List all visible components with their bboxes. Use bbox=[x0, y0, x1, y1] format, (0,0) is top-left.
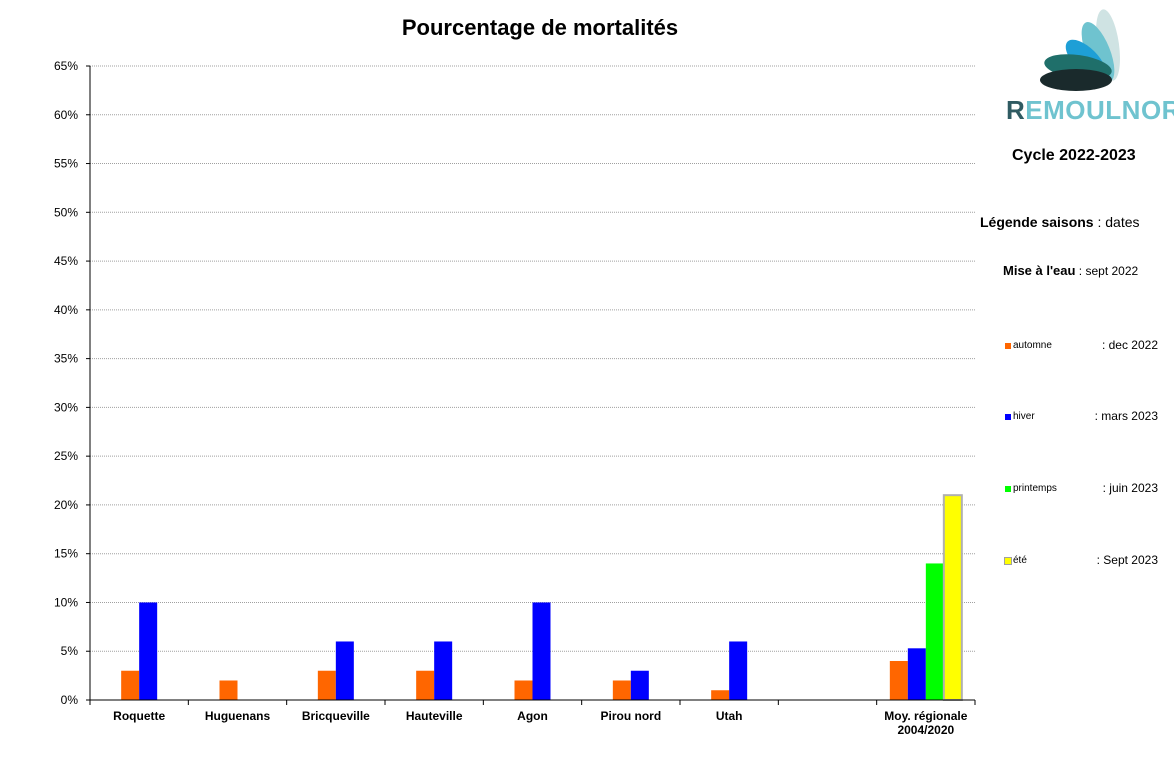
y-tick-label: 60% bbox=[54, 108, 78, 122]
bar-automne bbox=[711, 690, 730, 700]
legend-dates-header: dates bbox=[1105, 214, 1140, 230]
y-tick-labels: 0% 5% 10% 15% 20% 25% 30% 35% 40% 45% 50% 55% 60% 65% bbox=[54, 59, 90, 707]
legend-label: printemps bbox=[1013, 483, 1057, 494]
legend-date: : mars 2023 bbox=[1094, 409, 1158, 423]
bar-automne bbox=[889, 660, 908, 700]
bar-hiver bbox=[630, 670, 649, 700]
brand-name: REMOULNOR bbox=[1006, 95, 1174, 126]
y-tick-label: 45% bbox=[54, 254, 78, 268]
y-tick-label: 50% bbox=[54, 205, 78, 219]
chart-title: Pourcentage de mortalités bbox=[402, 15, 678, 40]
bar-hiver bbox=[907, 648, 926, 700]
bar-automne bbox=[219, 680, 238, 700]
bar-automne bbox=[514, 680, 533, 700]
legend-mise-a-leau: Mise à l'eau : sept 2022 bbox=[1003, 263, 1138, 278]
x-tick-label: Bricqueville bbox=[302, 709, 370, 723]
y-tick-label: 40% bbox=[54, 303, 78, 317]
bar-hiver bbox=[139, 602, 158, 700]
bar-hiver bbox=[532, 602, 551, 700]
y-tick-label: 55% bbox=[54, 157, 78, 171]
x-tick-label: 2004/2020 bbox=[897, 723, 954, 737]
mise-label: Mise à l'eau bbox=[1003, 263, 1076, 278]
y-tick-label: 25% bbox=[54, 449, 78, 463]
y-tick-label: 30% bbox=[54, 400, 78, 414]
bar-printemps bbox=[925, 563, 944, 700]
y-tick-label: 15% bbox=[54, 547, 78, 561]
legend-date: : juin 2023 bbox=[1102, 481, 1158, 495]
y-tick-label: 20% bbox=[54, 498, 78, 512]
legend-title-text: Légende saisons bbox=[980, 214, 1094, 230]
bar-hiver bbox=[434, 641, 453, 700]
legend-title: Légende saisons : dates bbox=[980, 214, 1140, 230]
x-tick-label: Moy. régionale bbox=[884, 709, 967, 723]
y-tick-label: 35% bbox=[54, 352, 78, 366]
bars-group bbox=[121, 494, 963, 701]
legend-title-colon: : bbox=[1093, 214, 1106, 230]
legend-swatch bbox=[1005, 413, 1011, 420]
x-tick-labels: Roquette Huguenans Bricqueville Hauteville A… bbox=[113, 709, 968, 737]
brand-initial: R bbox=[1006, 95, 1026, 125]
mise-date: : sept 2022 bbox=[1075, 264, 1139, 278]
legend-label: automne bbox=[1013, 340, 1052, 351]
bar-automne bbox=[612, 680, 631, 700]
y-tick-label: 0% bbox=[61, 693, 79, 707]
legend-item-été: été bbox=[1004, 555, 1027, 566]
grid-lines bbox=[90, 65, 975, 652]
bar-automne bbox=[416, 670, 435, 700]
legend-label: été bbox=[1013, 555, 1027, 566]
x-tick-label: Hauteville bbox=[406, 709, 463, 723]
x-tick-label: Pirou nord bbox=[600, 709, 661, 723]
cycle-label: Cycle 2022-2023 bbox=[1012, 147, 1136, 164]
bar-hiver bbox=[729, 641, 748, 700]
x-tick-label: Huguenans bbox=[205, 709, 271, 723]
y-tick-label: 5% bbox=[61, 644, 79, 658]
legend-item-hiver: hiver bbox=[1005, 411, 1035, 422]
x-tick-label: Agon bbox=[517, 709, 548, 723]
legend-swatch bbox=[1004, 556, 1012, 565]
x-tick-label: Utah bbox=[716, 709, 743, 723]
bar-automne bbox=[317, 670, 336, 700]
bar-été bbox=[942, 494, 963, 701]
y-tick-label: 65% bbox=[54, 59, 78, 73]
remoulnor-logo-icon bbox=[1040, 9, 1120, 91]
legend-date: : Sept 2023 bbox=[1096, 553, 1158, 567]
axes bbox=[89, 66, 976, 705]
legend-date: : dec 2022 bbox=[1101, 338, 1158, 352]
legend-item-printemps: printemps bbox=[1005, 483, 1057, 494]
legend-swatch bbox=[1005, 485, 1011, 492]
bar-automne bbox=[121, 670, 140, 700]
legend-item-automne: automne bbox=[1005, 340, 1052, 351]
bar-hiver bbox=[335, 641, 354, 700]
y-tick-label: 10% bbox=[54, 595, 78, 609]
legend-swatch bbox=[1005, 342, 1011, 349]
x-tick-label: Roquette bbox=[113, 709, 165, 723]
legend-label: hiver bbox=[1013, 411, 1035, 422]
brand-rest: EMOULNOR bbox=[1025, 95, 1174, 125]
